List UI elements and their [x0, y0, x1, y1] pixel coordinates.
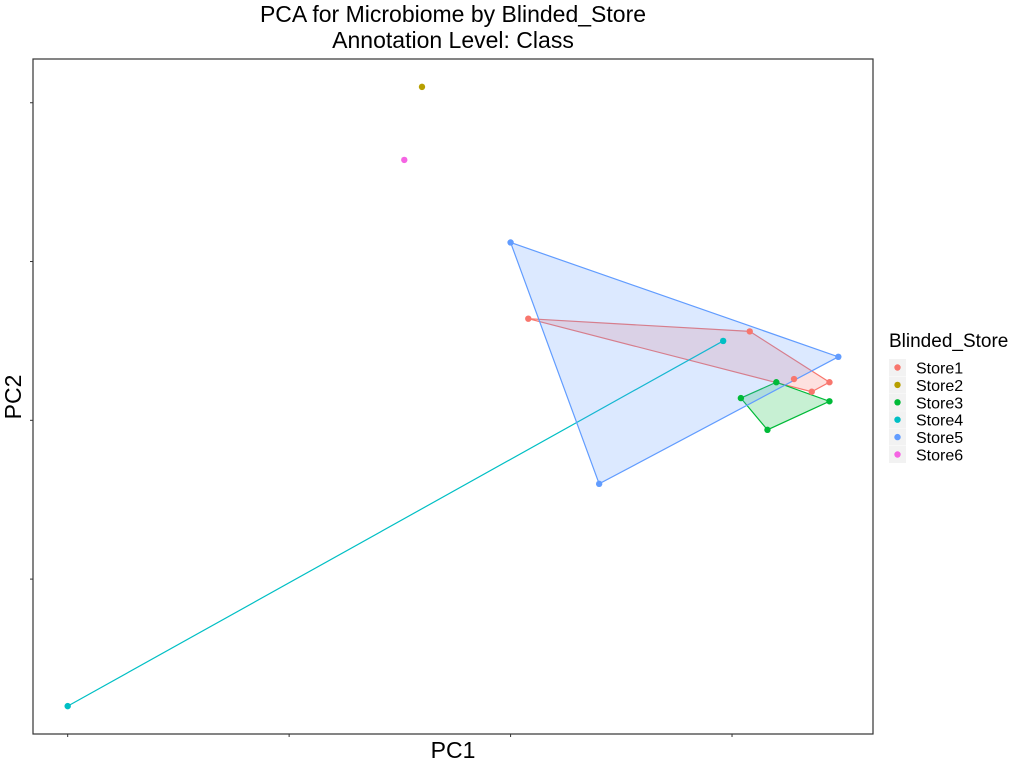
point-store2-1 [418, 83, 426, 91]
chart-subtitle: Annotation Level: Class [332, 27, 574, 53]
point-store4-2 [64, 702, 71, 710]
axis-ticks [30, 102, 733, 737]
hull-layer [67, 241, 840, 707]
legend-label-store6: Store6 [916, 448, 963, 465]
point-store6-1 [401, 156, 408, 164]
point-store1-5 [826, 379, 833, 386]
point-store3-2 [773, 379, 780, 386]
point-store5-2 [595, 480, 603, 488]
legend-label-store4: Store4 [916, 413, 963, 430]
point-store1-2 [746, 328, 753, 335]
point-store3-4 [826, 398, 833, 405]
y-axis-label: PC2 [0, 375, 26, 420]
legend-label-store3: Store3 [916, 395, 963, 412]
legend-title: Blinded_Store [889, 331, 1008, 352]
points-layer [64, 83, 842, 710]
legend-swatch-store3 [894, 399, 901, 406]
legend-swatch-store1 [894, 364, 901, 371]
x-axis-label: PC1 [431, 737, 476, 763]
legend-label-store2: Store2 [916, 378, 963, 395]
point-store3-1 [737, 394, 745, 402]
point-store5-1 [507, 239, 514, 246]
legend-swatch-store5 [894, 433, 901, 441]
hull-store5 [509, 241, 840, 485]
point-store5-3 [835, 353, 842, 361]
legend-swatch-store2 [894, 381, 901, 389]
legend-label-store1: Store1 [916, 361, 963, 378]
legend-label-store5: Store5 [916, 430, 963, 447]
legend-swatch-store4 [894, 416, 901, 423]
point-store4-1 [719, 337, 727, 345]
point-store1-3 [790, 375, 798, 383]
hull-store4 [67, 340, 724, 707]
chart-title: PCA for Microbiome by Blinded_Store [260, 1, 646, 27]
point-store1-1 [525, 315, 532, 322]
point-store3-3 [764, 426, 771, 434]
point-store1-4 [808, 388, 815, 395]
legend-swatch-store6 [894, 451, 901, 458]
plot-panel-border [32, 58, 874, 735]
